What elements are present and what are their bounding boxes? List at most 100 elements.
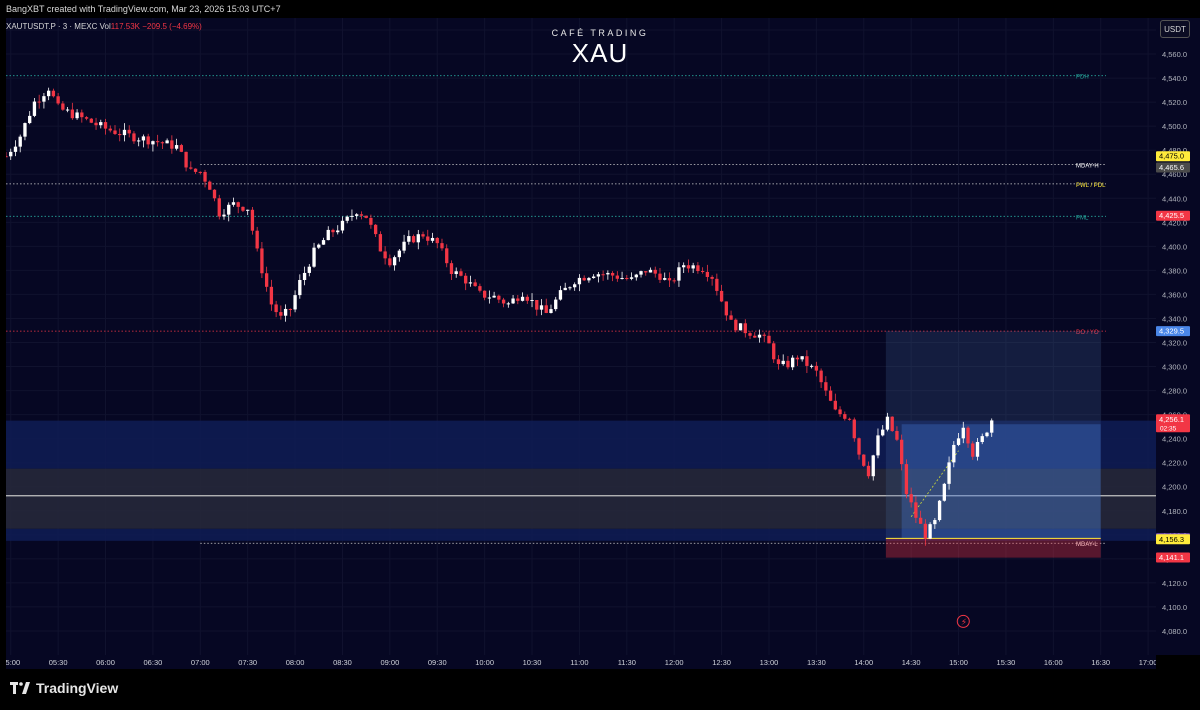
candle-body	[573, 284, 577, 288]
candle-body	[355, 214, 359, 216]
time-tick-label: 11:00	[570, 658, 588, 667]
volume-value: 117.53K	[110, 22, 140, 31]
candle-body	[250, 209, 255, 231]
level-label: PWL / PDL	[1076, 183, 1106, 189]
candle-body	[141, 136, 146, 141]
price-tag-label: 4,465.6	[1159, 163, 1184, 172]
candle-body	[985, 432, 989, 437]
candle-body	[587, 278, 591, 281]
time-tick-label: 14:00	[854, 658, 873, 667]
candle-body	[61, 103, 65, 110]
candle-body	[75, 112, 79, 119]
price-tag: 4,425.5	[1156, 210, 1190, 221]
candle-body	[558, 290, 563, 300]
candle-body	[686, 265, 691, 269]
candle-body	[407, 236, 411, 242]
price-tick-label: 4,360.0	[1162, 290, 1187, 299]
candle-body	[174, 145, 179, 149]
candle-body	[274, 304, 278, 313]
price-tag-label: 4,475.0	[1159, 152, 1184, 161]
time-tick-label: 07:30	[238, 658, 257, 667]
candle-body	[118, 133, 122, 136]
candle-body	[459, 271, 463, 276]
candle-body	[478, 286, 482, 291]
candle-body	[464, 275, 468, 284]
candlestick-chart[interactable]: PDH MDAY-H PWL / PDL PML DO / YO MDAY-L ⚡	[6, 18, 1156, 655]
candle-body	[729, 315, 733, 320]
price-tag: 4,329.5	[1156, 326, 1190, 337]
position-box	[885, 331, 1101, 558]
time-tick-label: 10:00	[475, 658, 494, 667]
time-tick-label: 05:30	[49, 658, 68, 667]
price-tag-bg	[1156, 534, 1190, 545]
candle-body	[639, 271, 643, 275]
price-tag-bg	[1156, 552, 1190, 563]
trend-dash	[910, 450, 959, 518]
candle-body	[203, 171, 207, 182]
price-plot-area[interactable]: PDH MDAY-H PWL / PDL PML DO / YO MDAY-L ⚡	[6, 18, 1156, 655]
candle-body	[511, 298, 515, 304]
candle-body	[866, 465, 871, 477]
candle-body	[786, 360, 790, 368]
candle-body	[369, 217, 373, 225]
candle-body	[383, 251, 387, 259]
candle-body	[838, 409, 842, 415]
candle-body	[738, 323, 743, 331]
candle-body	[900, 439, 904, 465]
candle-body	[373, 224, 378, 235]
price-axis-svg: 4,080.04,100.04,120.04,140.04,160.04,180…	[1156, 26, 1190, 636]
candle-body	[411, 236, 416, 243]
time-tick-label: 15:00	[949, 658, 968, 667]
candle-body	[568, 287, 572, 289]
price-tag-label: 4,256.1	[1159, 415, 1184, 424]
time-tick-label: 09:30	[428, 658, 447, 667]
price-tick-label: 4,200.0	[1162, 483, 1187, 492]
currency-button[interactable]: USDT	[1160, 20, 1190, 38]
candle-body	[388, 258, 392, 266]
candle-body	[454, 271, 458, 275]
candle-body	[426, 236, 430, 241]
candle-body	[103, 122, 108, 129]
candle-body	[340, 220, 345, 231]
candle-body	[241, 206, 245, 211]
candle-body	[520, 296, 525, 301]
candle-body	[715, 278, 719, 291]
candle-body	[933, 520, 937, 525]
candle-body	[345, 216, 349, 221]
time-axis[interactable]: 05:00 05:30 06:00 06:30 07:00 07:30 08:00 08:30…	[1, 655, 1157, 669]
price-tick-label: 4,340.0	[1162, 314, 1187, 323]
candle-body	[326, 229, 330, 241]
level-label: PDH	[1076, 75, 1089, 81]
tradingview-brand: TradingView	[36, 680, 119, 696]
candle-body	[208, 181, 212, 190]
candle-body	[359, 214, 364, 216]
price-tick-label: 4,080.0	[1162, 627, 1187, 636]
candle-body	[914, 502, 918, 518]
candle-body	[795, 357, 800, 360]
candle-body	[530, 300, 534, 302]
candle-body	[653, 269, 657, 274]
candle-body	[227, 204, 231, 215]
candle-body	[677, 267, 681, 281]
price-change: −209.5 (−4.69%)	[142, 22, 202, 31]
candle-body	[501, 299, 506, 304]
candle-body	[70, 109, 75, 119]
price-tag-label: 4,425.5	[1159, 211, 1184, 220]
candle-body	[682, 265, 686, 268]
price-tag-bg	[1156, 210, 1190, 221]
stop-zone	[885, 538, 1101, 558]
time-tick-label: 15:30	[997, 658, 1016, 667]
price-axis[interactable]: 4,080.04,100.04,120.04,140.04,160.04,180…	[1156, 18, 1200, 655]
candle-body	[482, 290, 487, 298]
candle-body	[876, 435, 880, 456]
candle-body	[554, 299, 558, 310]
candle-body	[9, 151, 13, 157]
tradingview-logo[interactable]: TradingView	[10, 680, 118, 696]
price-tag-bg	[1156, 162, 1190, 173]
level-label: MDAY-H	[1076, 164, 1099, 170]
candle-body	[667, 278, 672, 281]
zones	[6, 420, 1156, 541]
candle-body	[179, 145, 184, 152]
candle-body	[146, 136, 150, 145]
candle-body	[65, 109, 70, 111]
